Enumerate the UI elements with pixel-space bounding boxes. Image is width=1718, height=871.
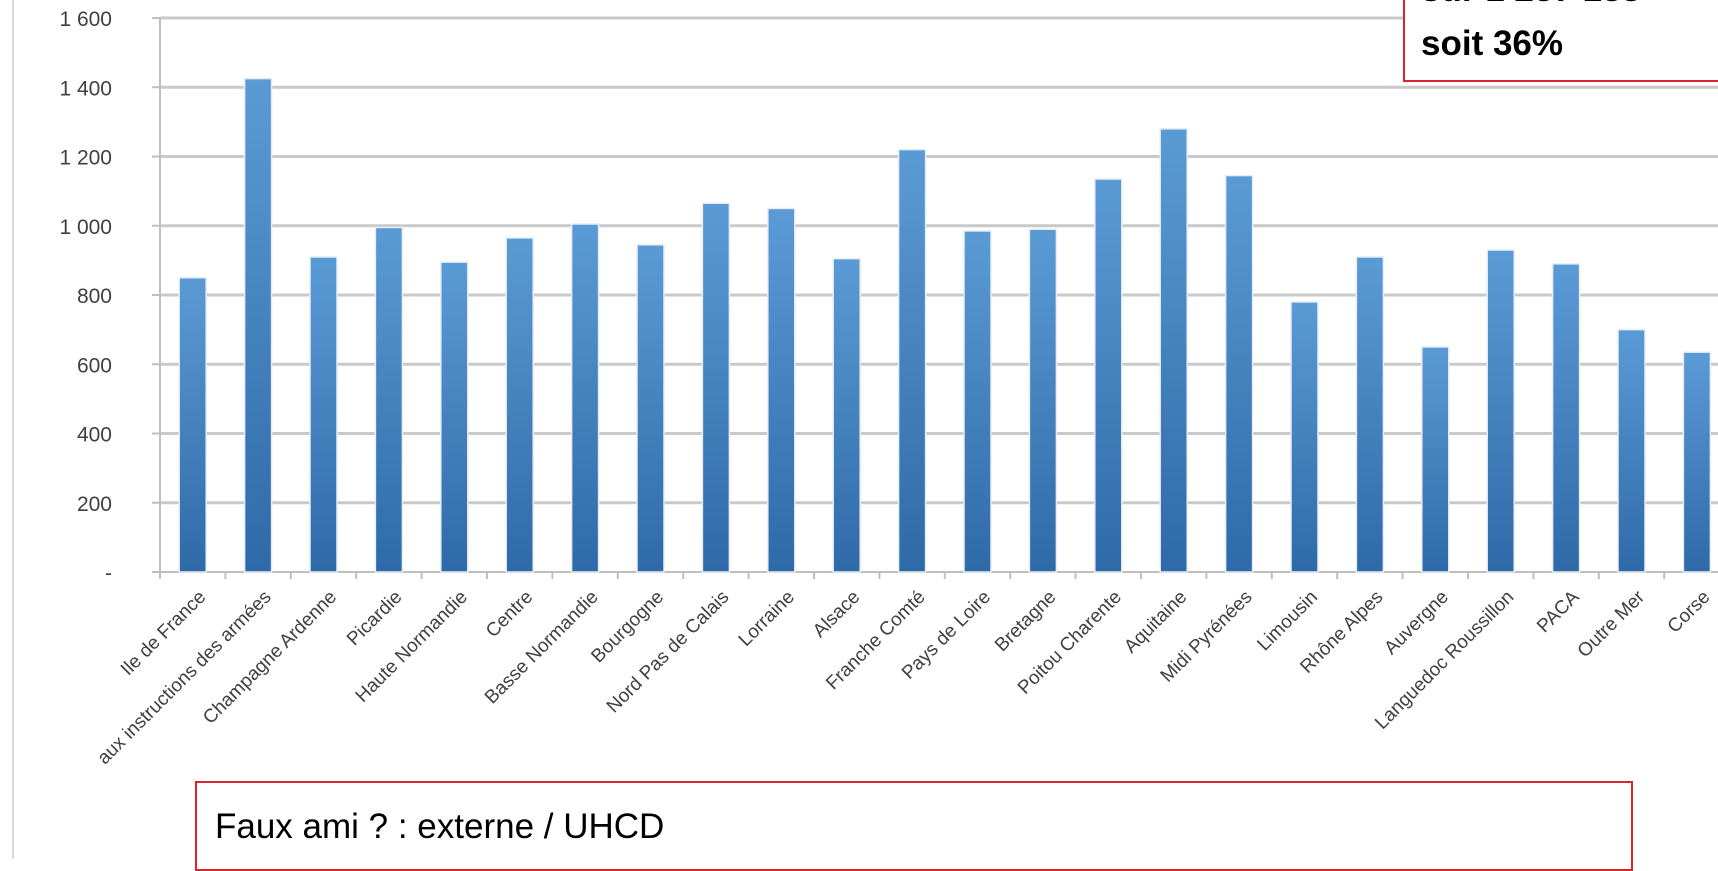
y-tick-label: 1 600: [59, 8, 112, 31]
bar: [1028, 228, 1058, 573]
bar: [832, 257, 861, 573]
bar: [1551, 263, 1581, 573]
bar: [1094, 178, 1123, 573]
bar: [505, 237, 534, 573]
bar: [1682, 351, 1712, 573]
x-tick-label: Picardie: [343, 587, 406, 650]
x-tick-label: Haute Normandie: [352, 587, 472, 707]
bar: [374, 226, 404, 573]
x-tick-label: Bretagne: [991, 587, 1060, 656]
x-tick-label: Alsace: [809, 587, 864, 642]
bar: [1486, 249, 1515, 573]
callout-percent-line: soit 36%: [1421, 24, 1563, 63]
bar: [243, 77, 273, 573]
bar: [440, 261, 469, 573]
callout-total-box: sur 1 237 183 soit 36%: [1403, 0, 1718, 82]
bar: [1224, 174, 1254, 573]
y-tick-label: 1 000: [59, 216, 112, 239]
bar: [178, 276, 207, 573]
left-edge-rule: [12, 0, 14, 859]
x-tick-label: Outre Mer: [1574, 586, 1650, 662]
bar: [897, 148, 927, 573]
x-tick-label: Corse: [1664, 587, 1715, 638]
gridlines: [152, 16, 1718, 579]
bar: [1290, 301, 1319, 573]
y-tick-label: 400: [77, 424, 112, 447]
bars: [178, 77, 1712, 573]
y-tick-label: 1 200: [59, 147, 112, 170]
x-tick-label: Centre: [482, 587, 537, 642]
y-tick-label: -: [105, 562, 112, 585]
y-tick-label: 200: [77, 493, 112, 516]
x-tick-label: Nord Pas de Calais: [603, 587, 734, 718]
x-tick-label: Champagne Ardenne: [199, 587, 341, 729]
callout-note-box: Faux ami ? : externe / UHCD: [195, 781, 1633, 871]
x-tick-label: PACA: [1533, 586, 1584, 637]
y-tick-label: 1 400: [59, 77, 112, 100]
bar: [767, 207, 796, 573]
bar: [1421, 346, 1450, 573]
bar: [309, 256, 338, 573]
x-tick-label: Lorraine: [735, 587, 799, 651]
bar: [636, 244, 665, 573]
y-axis-tick-labels: - 200 400 600 800 1 000 1 200 1 400 1 600: [59, 8, 112, 585]
bar: [1159, 128, 1188, 573]
bar: [701, 202, 731, 573]
y-tick-label: 800: [77, 285, 112, 308]
bar: [570, 223, 600, 573]
bar: [963, 230, 992, 573]
x-tick-label: Limousin: [1253, 587, 1322, 656]
x-tick-label: Basse Normandie: [481, 587, 603, 709]
bar: [1617, 328, 1646, 573]
bar: [1355, 256, 1385, 573]
callout-total-line: sur 1 237 183: [1421, 0, 1641, 10]
y-tick-label: 600: [77, 354, 112, 377]
callout-note-text: Faux ami ? : externe / UHCD: [215, 807, 665, 846]
